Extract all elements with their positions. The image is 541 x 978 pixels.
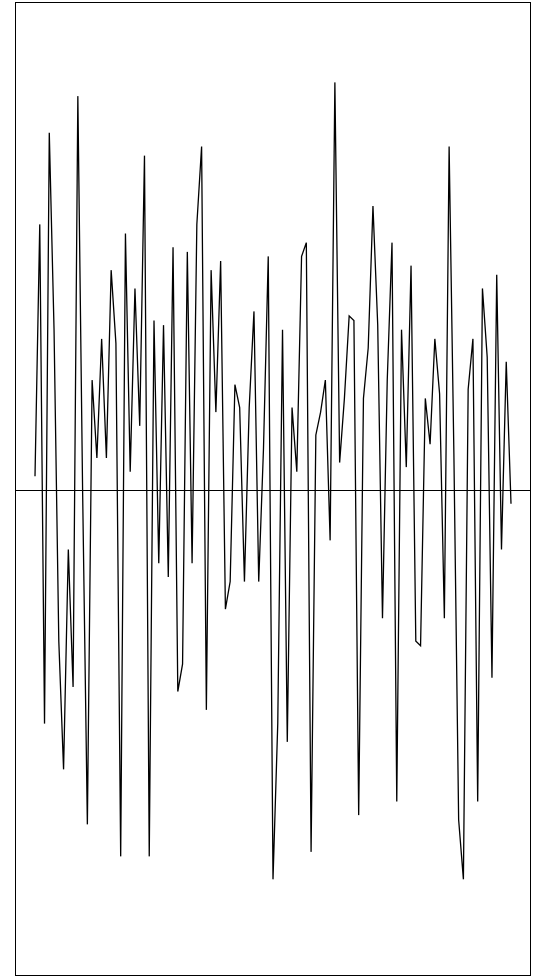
series-line-1 — [34, 82, 512, 880]
series-marks — [34, 82, 512, 880]
